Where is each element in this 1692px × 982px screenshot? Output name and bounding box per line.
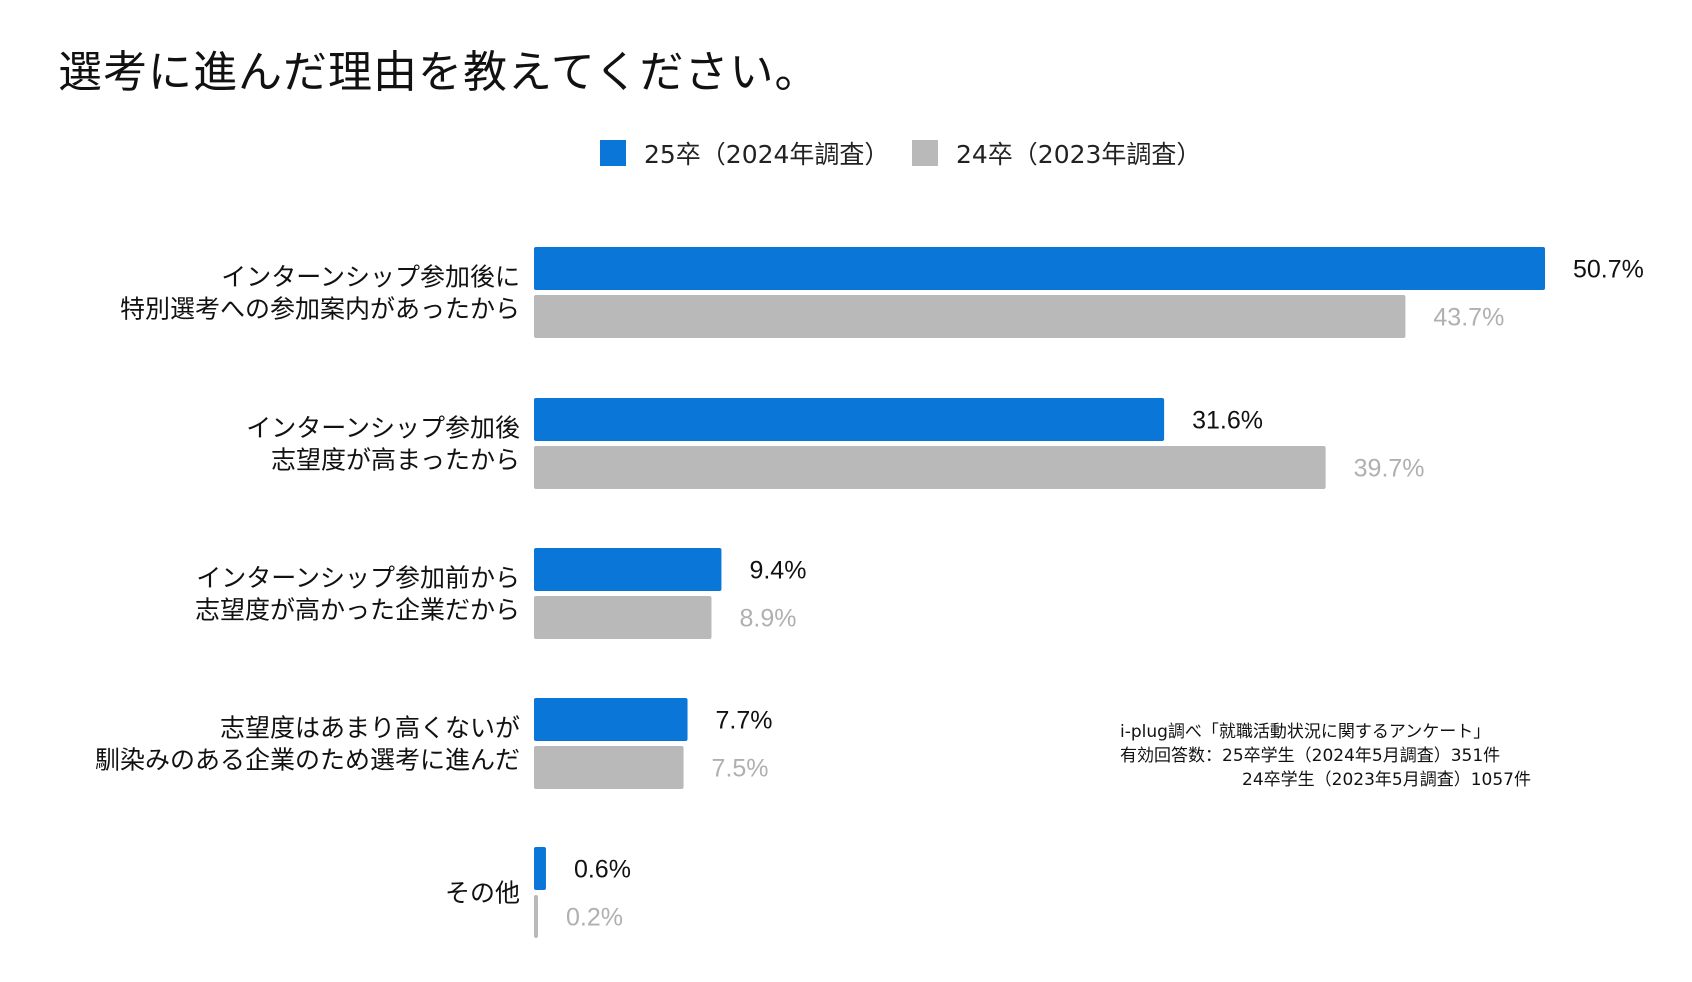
category-label-2-1: 志望度が高かった企業だから — [195, 596, 520, 625]
bar-24-2 — [534, 596, 712, 639]
bar-24-1 — [534, 446, 1326, 489]
bar-25-4 — [534, 847, 546, 890]
category-label-2-0: インターンシップ参加前から — [196, 564, 520, 593]
legend-swatch-24-icon — [912, 140, 938, 166]
bar-24-4 — [534, 895, 538, 938]
value-label-25-4: 0.6% — [574, 856, 631, 884]
legend: 25卒（2024年調査） 24卒（2023年調査） — [0, 133, 1692, 173]
legend-item-25: 25卒（2024年調査） — [600, 133, 889, 173]
category-label-4-0: その他 — [445, 879, 520, 908]
bar-24-3 — [534, 746, 684, 789]
category-label-1-0: インターンシップ参加後 — [246, 414, 520, 443]
value-label-25-2: 9.4% — [749, 557, 806, 585]
chart-title: 選考に進んだ理由を教えてください。 — [58, 47, 820, 98]
category-label-0-0: インターンシップ参加後に — [221, 263, 520, 292]
source-line-1: i-plug調べ「就職活動状況に関するアンケート」 — [1120, 722, 1491, 742]
value-label-25-3: 7.7% — [716, 707, 773, 735]
source-line-2: 有効回答数：25卒学生（2024年5月調査）351件 — [1120, 746, 1501, 766]
legend-label-25: 25卒（2024年調査） — [644, 140, 890, 169]
bar-24-0 — [534, 295, 1406, 338]
value-label-24-1: 39.7% — [1354, 455, 1425, 483]
value-label-24-0: 43.7% — [1433, 304, 1504, 332]
category-label-1-1: 志望度が高まったから — [271, 446, 520, 475]
bar-25-3 — [534, 698, 688, 741]
category-label-0-1: 特別選考への参加案内があったから — [120, 295, 520, 324]
source-note: i-plug調べ「就職活動状況に関するアンケート」 有効回答数：25卒学生（20… — [1120, 720, 1531, 792]
category-label-3-1: 馴染みのある企業のため選考に進んだ — [95, 746, 520, 775]
bar-25-1 — [534, 398, 1165, 441]
value-label-25-1: 31.6% — [1192, 407, 1263, 435]
value-label-24-2: 8.9% — [739, 605, 796, 633]
bar-25-2 — [534, 548, 722, 591]
category-label-3-0: 志望度はあまり高くないが — [220, 714, 520, 743]
bar-25-0 — [534, 247, 1545, 290]
legend-swatch-25-icon — [600, 140, 626, 166]
value-label-24-3: 7.5% — [712, 755, 769, 783]
value-label-25-0: 50.7% — [1573, 256, 1644, 284]
source-line-3: 24卒学生（2023年5月調査）1057件 — [1242, 770, 1531, 790]
legend-item-24: 24卒（2023年調査） — [912, 133, 1201, 173]
legend-label-24: 24卒（2023年調査） — [956, 140, 1202, 169]
value-label-24-4: 0.2% — [566, 904, 623, 932]
